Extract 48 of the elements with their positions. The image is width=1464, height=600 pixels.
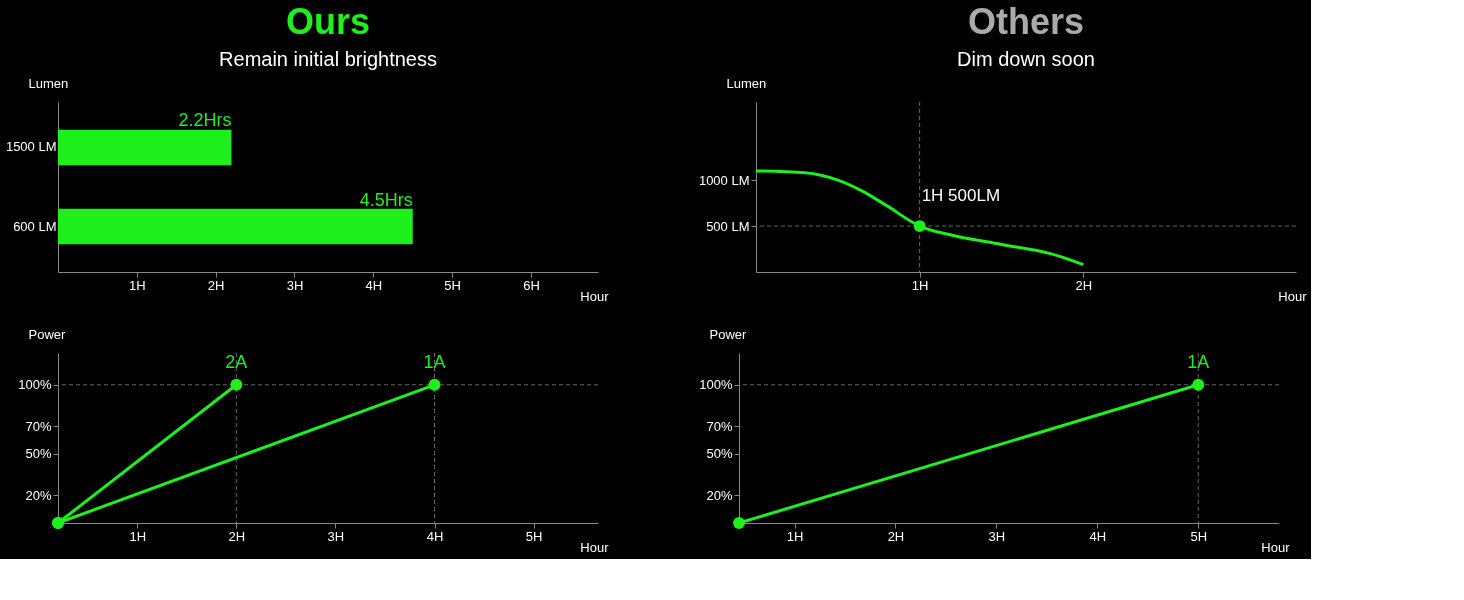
y-tick-label: 600 LM [13, 218, 57, 234]
annotation: 1H 500LM [921, 186, 1001, 206]
series-label: 2A [225, 351, 248, 372]
y-tick-label: 1500 LM [5, 139, 57, 155]
chart-subtitle: Remain initial brightness [219, 48, 437, 70]
x-tick-label: 5H [444, 277, 461, 293]
y-tick-label: 500 LM [706, 218, 750, 234]
x-tick-label: 4H [1089, 528, 1107, 544]
x-tick-label: 1H [911, 277, 929, 293]
y-tick-label: 70% [706, 418, 733, 434]
x-tick-label: 6H [523, 277, 540, 293]
y-axis-title: Power [709, 326, 748, 342]
x-tick-label: 5H [1190, 528, 1208, 544]
series-label: 1A [1187, 351, 1210, 372]
y-tick-label: 70% [25, 418, 52, 434]
x-axis-title: Hour [580, 288, 610, 304]
y-tick-label: 50% [25, 446, 52, 462]
chart-title: Others [967, 1, 1085, 42]
y-tick-label: 100% [18, 377, 52, 393]
x-tick-label: 2H [1075, 277, 1093, 293]
chart-subtitle: Dim down soon [957, 48, 1095, 70]
series-label: 1A [423, 351, 446, 372]
x-axis-title: Hour [580, 539, 610, 555]
chart-title: Ours [285, 1, 371, 42]
x-tick-label: 4H [426, 528, 444, 544]
data-label: 2.2Hrs [178, 110, 232, 131]
y-tick-label: 50% [706, 446, 733, 462]
x-tick-label: 4H [365, 277, 383, 293]
x-tick-label: 2H [228, 528, 246, 544]
y-tick-label: 1000 LM [698, 172, 750, 188]
x-tick-label: 3H [286, 277, 304, 293]
y-axis-title: Lumen [726, 75, 767, 91]
x-tick-label: 2H [207, 277, 225, 293]
y-tick-label: 20% [706, 487, 733, 503]
x-tick-label: 1H [786, 528, 804, 544]
x-tick-label: 3H [988, 528, 1006, 544]
x-tick-label: 1H [129, 528, 147, 544]
y-axis-title: Lumen [28, 75, 69, 91]
x-tick-label: 2H [887, 528, 905, 544]
y-tick-label: 20% [25, 487, 52, 503]
y-tick-label: 100% [699, 377, 733, 393]
x-tick-label: 3H [327, 528, 345, 544]
x-tick-label: 1H [129, 277, 146, 293]
x-axis-title: Hour [1261, 539, 1291, 555]
x-axis-title: Hour [1278, 288, 1308, 304]
x-tick-label: 5H [525, 528, 543, 544]
data-label: 4.5Hrs [359, 189, 413, 210]
y-axis-title: Power [28, 326, 67, 342]
